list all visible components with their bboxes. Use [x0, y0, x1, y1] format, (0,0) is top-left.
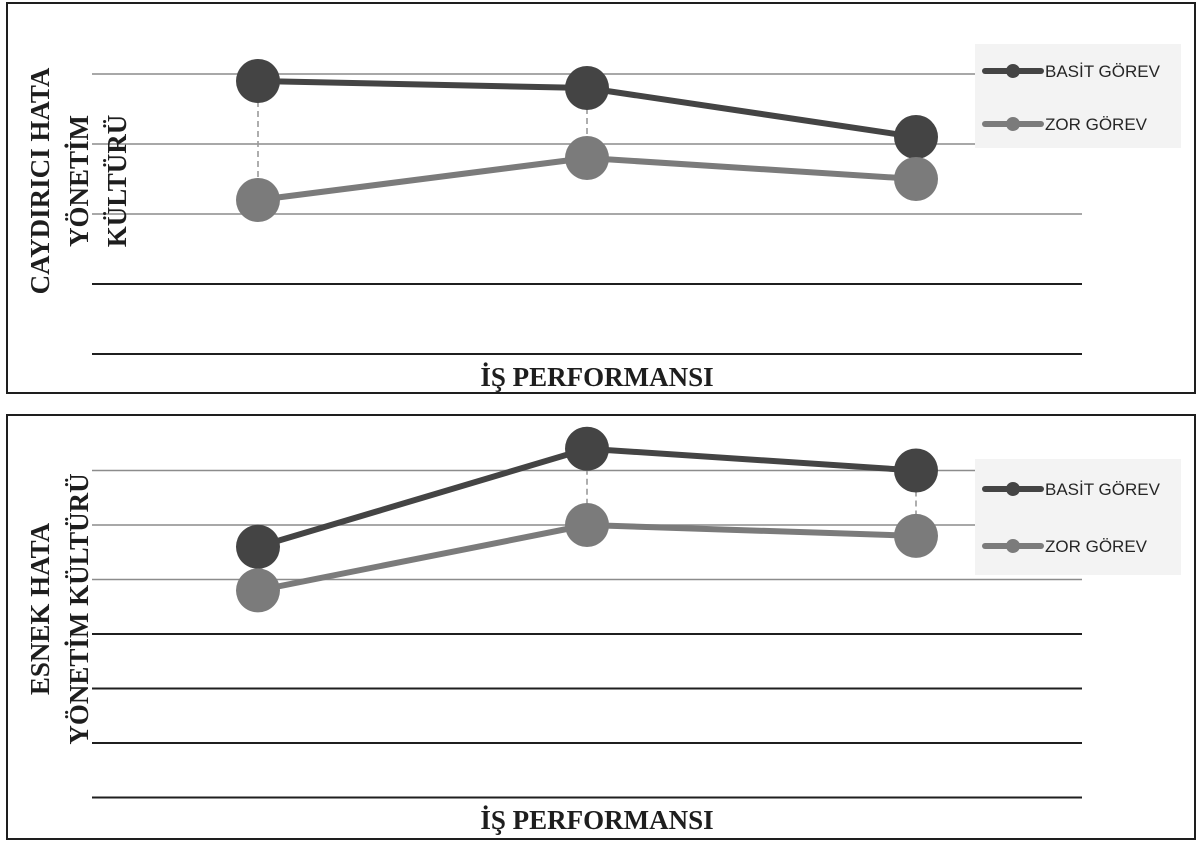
chart-panel-esnek: ESNEK HATA YÖNETİM KÜLTÜRÜ İŞ PERFORMANSI B…	[6, 414, 1196, 840]
legend-item: ZOR GÖREV	[982, 537, 1148, 556]
chart-esnek: ESNEK HATA YÖNETİM KÜLTÜRÜ İŞ PERFORMANSI B…	[25, 426, 1181, 835]
legend-box	[975, 44, 1181, 148]
data-point	[236, 568, 280, 613]
y-axis-label-line: YÖNETİM KÜLTÜRÜ	[64, 473, 94, 744]
data-point	[894, 448, 938, 493]
y-axis-label: CAYDIRICI HATA YÖNETİM KÜLTÜRÜ	[25, 67, 132, 294]
series-zor-gorev	[236, 503, 938, 613]
legend-label: BASİT GÖREV	[1045, 62, 1161, 81]
legend: BASİT GÖREV ZOR GÖREV	[975, 44, 1181, 148]
data-point	[894, 513, 938, 558]
series-basit-gorev	[236, 59, 938, 159]
y-axis-label-line: YÖNETİM	[64, 115, 94, 247]
chart-panel-caydirici: CAYDIRICI HATA YÖNETİM KÜLTÜRÜ İŞ PERFORMAN…	[6, 2, 1196, 394]
data-point	[565, 503, 609, 547]
legend-item: BASİT GÖREV	[982, 480, 1161, 499]
data-point	[236, 178, 280, 222]
chart-caydirici: CAYDIRICI HATA YÖNETİM KÜLTÜRÜ İŞ PERFORMAN…	[25, 44, 1181, 392]
legend-marker	[1006, 539, 1020, 553]
data-point	[565, 136, 609, 180]
data-point	[236, 524, 280, 569]
legend-item: ZOR GÖREV	[982, 115, 1148, 134]
y-axis-label-line: ESNEK HATA	[25, 522, 55, 695]
x-axis-label: İŞ PERFORMANSI	[480, 362, 713, 392]
data-point	[894, 115, 938, 159]
data-point	[894, 157, 938, 201]
series-zor-gorev	[236, 136, 938, 222]
legend-marker	[1006, 64, 1020, 78]
legend-item: BASİT GÖREV	[982, 62, 1161, 81]
y-axis-label: ESNEK HATA YÖNETİM KÜLTÜRÜ	[25, 473, 94, 744]
data-point	[236, 59, 280, 103]
legend-box	[975, 459, 1181, 575]
legend-label: ZOR GÖREV	[1045, 115, 1148, 134]
series-basit-gorev	[236, 426, 938, 569]
legend-marker	[1006, 482, 1020, 496]
legend: BASİT GÖREV ZOR GÖREV	[975, 459, 1181, 575]
legend-marker	[1006, 117, 1020, 131]
data-point	[565, 66, 609, 110]
legend-label: ZOR GÖREV	[1045, 537, 1148, 556]
legend-label: BASİT GÖREV	[1045, 480, 1161, 499]
y-axis-label-line: KÜLTÜRÜ	[102, 115, 132, 248]
data-point	[565, 426, 609, 471]
y-axis-label-line: CAYDIRICI HATA	[25, 67, 55, 294]
x-axis-label: İŞ PERFORMANSI	[480, 805, 713, 835]
gridlines	[92, 73, 1082, 355]
